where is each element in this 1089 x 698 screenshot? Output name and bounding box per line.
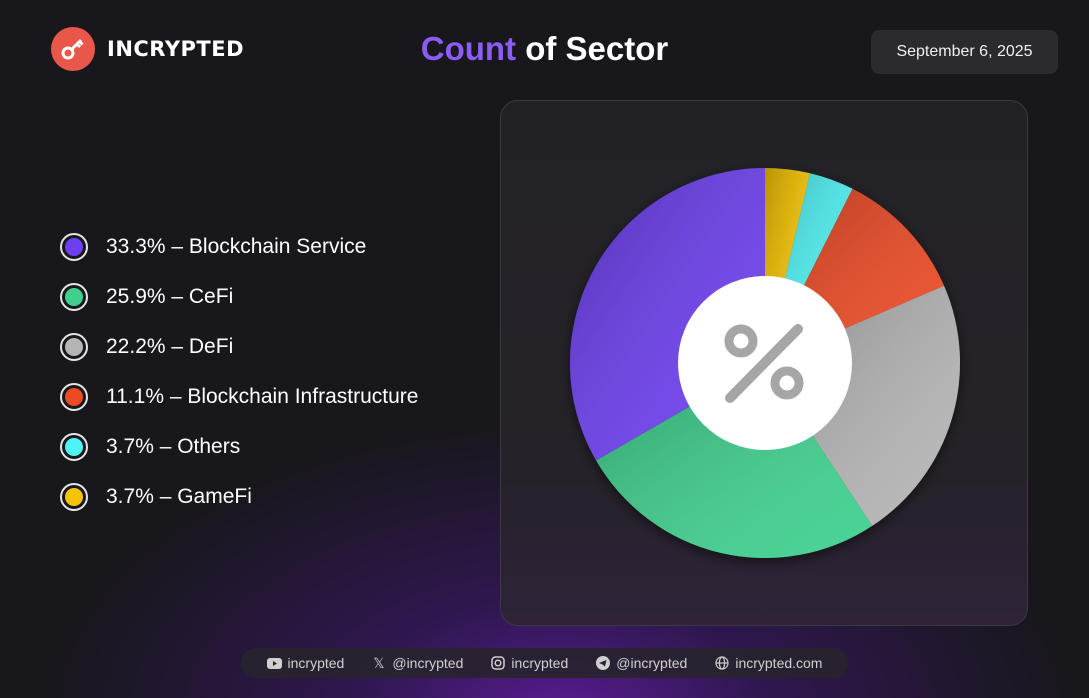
instagram-icon [490,656,505,671]
footer-link-telegram[interactable]: @incrypted [595,655,687,671]
footer-link-text: @incrypted [392,655,464,671]
pie-slice-shade [596,363,873,558]
footer-link-x[interactable]: 𝕏 @incrypted [371,654,464,672]
footer-link-text: incrypted.com [735,655,823,671]
title-rest: of Sector [516,30,669,67]
legend-swatch [60,333,88,361]
legend-swatch [60,283,88,311]
telegram-icon [595,656,610,671]
legend-item: 33.3% – Blockchain Service [60,222,418,272]
legend-label: 3.7% – Others [106,435,241,458]
legend-label: 25.9% – CeFi [106,285,234,308]
legend-label: 3.7% – GameFi [106,485,252,508]
legend-item: 25.9% – CeFi [60,272,418,322]
footer-link-youtube[interactable]: incrypted [266,655,345,671]
chart-title: Count of Sector [0,30,1089,68]
legend-item: 3.7% – GameFi [60,472,418,522]
youtube-icon [266,656,282,671]
globe-icon [714,656,729,671]
brand-logo: INCRYPTED [51,27,244,71]
legend-item: 22.2% – DeFi [60,322,418,372]
legend-item: 11.1% – Blockchain Infrastructure [60,372,418,422]
legend-swatch [60,483,88,511]
footer-link-text: incrypted [511,655,569,671]
x-icon: 𝕏 [373,654,385,671]
title-accent: Count [420,30,517,67]
legend-swatch [60,433,88,461]
brand-name: INCRYPTED [107,37,245,61]
percent-icon [724,324,804,403]
legend-label: 33.3% – Blockchain Service [106,235,367,258]
date-badge: September 6, 2025 [871,30,1058,74]
legend-item: 3.7% – Others [60,422,418,472]
key-icon [51,27,95,71]
legend-label: 22.2% – DeFi [106,335,234,358]
legend-label: 11.1% – Blockchain Infrastructure [106,385,419,408]
footer-link-text: @incrypted [616,655,688,671]
legend-swatch [60,233,88,261]
footer-link-globe[interactable]: incrypted.com [714,655,822,671]
legend-swatch [60,383,88,411]
pie-chart [570,168,960,558]
footer-link-instagram[interactable]: incrypted [490,655,568,671]
footer-link-text: incrypted [287,655,345,671]
chart-legend: 33.3% – Blockchain Service 25.9% – CeFi 22… [60,222,418,522]
social-footer: incrypted 𝕏 @incrypted incrypted @incrypted i… [241,648,848,678]
